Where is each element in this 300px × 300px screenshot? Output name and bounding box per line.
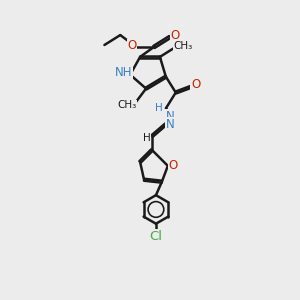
Text: N: N [165,118,174,131]
Text: O: O [128,40,137,52]
Text: N: N [165,110,174,123]
Text: O: O [170,28,179,42]
Text: H: H [155,103,163,113]
Text: CH₃: CH₃ [117,100,136,110]
Text: CH₃: CH₃ [173,41,192,51]
Text: NH: NH [115,66,132,79]
Text: O: O [169,159,178,172]
Text: O: O [191,78,200,91]
Text: H: H [143,133,151,143]
Text: Cl: Cl [149,230,162,243]
